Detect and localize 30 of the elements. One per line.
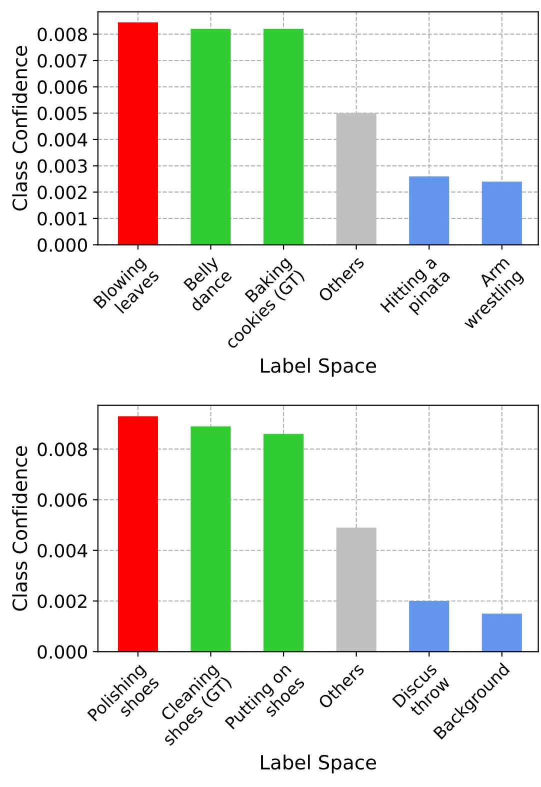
bar xyxy=(264,28,304,245)
bar xyxy=(409,601,450,652)
y-axis-title: Class Confidence xyxy=(12,446,28,611)
y-tick-label: 0.004 xyxy=(38,544,88,558)
bar xyxy=(190,28,231,245)
bar xyxy=(190,426,231,652)
y-tick-label: 0.003 xyxy=(38,159,87,173)
y-tick-label: 0.004 xyxy=(38,132,88,147)
y-tick-label: 0.008 xyxy=(38,28,87,42)
x-axis-title: Label Space xyxy=(261,754,376,774)
y-tick-label: 0.007 xyxy=(38,54,87,68)
bar xyxy=(118,22,158,245)
y-tick-label: 0.002 xyxy=(38,594,86,608)
bar xyxy=(482,614,522,652)
y-tick-label: 0.006 xyxy=(38,80,88,94)
y-tick-label: 0.002 xyxy=(38,186,86,200)
bar xyxy=(336,113,376,245)
bar xyxy=(336,528,376,652)
y-tick-label: 0.001 xyxy=(38,212,87,226)
bar xyxy=(409,176,450,245)
y-axis-title: Class Confidence xyxy=(12,46,28,211)
bar xyxy=(264,434,304,652)
y-tick-label: 0.006 xyxy=(38,493,88,507)
y-tick-label: 0.005 xyxy=(38,106,87,120)
y-tick-label: 0.000 xyxy=(38,645,87,659)
bar xyxy=(118,416,158,652)
y-tick-label: 0.000 xyxy=(38,238,87,252)
bar xyxy=(482,182,522,245)
y-tick-label: 0.008 xyxy=(38,442,87,456)
x-axis-title: Label Space xyxy=(261,358,376,377)
